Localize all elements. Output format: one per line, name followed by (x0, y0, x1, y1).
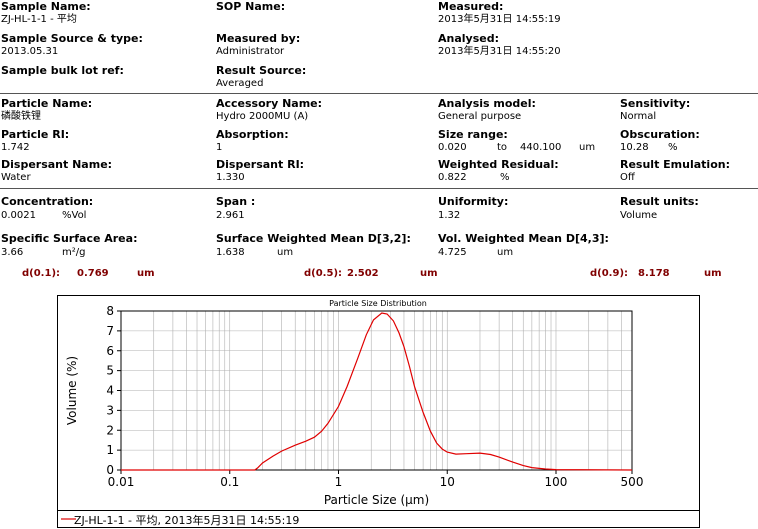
y-axis-title: Volume (%) (65, 356, 79, 425)
x-tick-label: 1 (335, 475, 343, 489)
obscuration-label: Obscuration: (620, 128, 700, 141)
x-tick-label: 0.01 (108, 475, 135, 489)
analysis-model-value: General purpose (438, 111, 522, 122)
result-source-label: Result Source: (216, 64, 307, 77)
absorption-value: 1 (216, 142, 223, 153)
obscuration-value: 10.28 (620, 142, 649, 153)
result-emulation-label: Result Emulation: (620, 158, 730, 171)
d05-label: d(0.5): (304, 268, 343, 279)
size-range-from: 0.020 (438, 142, 467, 153)
result-units-value: Volume (620, 210, 658, 221)
measured-label: Measured: (438, 0, 504, 13)
dispersant-label: Dispersant Name: (1, 158, 113, 171)
y-tick-label: 1 (106, 443, 114, 457)
size-range-to: 440.100 (520, 142, 562, 153)
x-tick-label: 0.1 (220, 475, 239, 489)
concentration-label: Concentration: (1, 195, 94, 208)
d05-value: 2.502 (347, 268, 379, 279)
measured-by-value: Administrator (216, 46, 285, 57)
d01-label: d(0.1): (22, 268, 61, 279)
particle-name-label: Particle Name: (1, 97, 93, 110)
uniformity-value: 1.32 (438, 210, 461, 221)
ssa-label: Specific Surface Area: (1, 232, 138, 245)
result-source-value: Averaged (216, 78, 264, 89)
sample-source-value: 2013.05.31 (1, 46, 59, 57)
weighted-residual-unit: % (500, 172, 510, 183)
d43-unit: um (497, 247, 514, 258)
span-label: Span : (216, 195, 256, 208)
analysed-label: Analysed: (438, 32, 499, 45)
d05-unit: um (420, 268, 438, 279)
chart-legend: ZJ-HL-1-1 - 平均, 2013年5月31日 14:55:19 (57, 510, 700, 528)
d09-unit: um (704, 268, 722, 279)
particle-name-value: 磷酸铁锂 (1, 111, 41, 122)
uniformity-label: Uniformity: (438, 195, 509, 208)
y-tick-label: 3 (106, 403, 114, 417)
sample-name-label: Sample Name: (1, 0, 91, 13)
sensitivity-value: Normal (620, 111, 657, 122)
result-emulation-value: Off (620, 172, 635, 183)
dispersant-ri-label: Dispersant RI: (216, 158, 305, 171)
sop-name-label: SOP Name: (216, 0, 286, 13)
concentration-value: 0.0021 (1, 210, 36, 221)
analysis-model-label: Analysis model: (438, 97, 536, 110)
d32-value: 1.638 (216, 247, 245, 258)
analysed-value: 2013年5月31日 14:55:20 (438, 46, 561, 57)
y-tick-label: 2 (106, 423, 114, 437)
obscuration-unit: % (668, 142, 678, 153)
d09-value: 8.178 (638, 268, 670, 279)
bulk-lot-label: Sample bulk lot ref: (1, 64, 124, 77)
d09-label: d(0.9): (590, 268, 629, 279)
sample-source-label: Sample Source & type: (1, 32, 143, 45)
ssa-value: 3.66 (1, 247, 24, 258)
psd-chart: Particle Size Distribution 0 1 2 3 4 5 6 7 8 0.01… (57, 295, 700, 528)
x-tick-label: 10 (440, 475, 455, 489)
measured-by-label: Measured by: (216, 32, 301, 45)
size-range-unit: um (579, 142, 596, 153)
d32-label: Surface Weighted Mean D[3,2]: (216, 232, 411, 245)
x-tick-label: 100 (545, 475, 568, 489)
y-tick-label: 7 (106, 324, 114, 338)
chart-title: Particle Size Distribution (329, 299, 427, 308)
particle-ri-label: Particle RI: (1, 128, 70, 141)
y-tick-label: 5 (106, 364, 114, 378)
accessory-label: Accessory Name: (216, 97, 323, 110)
y-tick-label: 4 (106, 384, 114, 398)
accessory-value: Hydro 2000MU (A) (216, 111, 309, 122)
d32-unit: um (277, 247, 294, 258)
d01-value: 0.769 (77, 268, 109, 279)
size-range-to-word: to (497, 142, 508, 153)
absorption-label: Absorption: (216, 128, 289, 141)
measured-value: 2013年5月31日 14:55:19 (438, 14, 561, 25)
chart-ticks: 0 1 2 3 4 5 6 7 8 0.01 0.1 1 10 100 500 (106, 304, 643, 489)
weighted-residual-value: 0.822 (438, 172, 467, 183)
psd-chart-svg: Particle Size Distribution 0 1 2 3 4 5 6 7 8 0.01… (65, 299, 643, 507)
d43-label: Vol. Weighted Mean D[4,3]: (438, 232, 609, 245)
section-divider (0, 188, 758, 189)
concentration-unit: %Vol (62, 210, 87, 221)
span-value: 2.961 (216, 210, 245, 221)
result-units-label: Result units: (620, 195, 699, 208)
size-range-label: Size range: (438, 128, 508, 141)
y-tick-label: 6 (106, 344, 114, 358)
legend-label: ZJ-HL-1-1 - 平均, 2013年5月31日 14:55:19 (74, 514, 300, 527)
weighted-residual-label: Weighted Residual: (438, 158, 559, 171)
chart-grid (120, 310, 633, 471)
legend-line-icon (61, 518, 76, 520)
section-divider (0, 93, 758, 94)
x-tick-label: 500 (621, 475, 644, 489)
y-tick-label: 0 (106, 463, 114, 477)
particle-ri-value: 1.742 (1, 142, 30, 153)
d01-unit: um (137, 268, 155, 279)
dispersant-value: Water (1, 172, 31, 183)
dispersant-ri-value: 1.330 (216, 172, 245, 183)
sensitivity-label: Sensitivity: (620, 97, 691, 110)
sample-name-value: ZJ-HL-1-1 - 平均 (1, 14, 77, 25)
d43-value: 4.725 (438, 247, 467, 258)
x-axis-title: Particle Size (μm) (324, 493, 429, 507)
ssa-unit: m²/g (62, 247, 86, 258)
series-line (121, 312, 633, 471)
y-tick-label: 8 (106, 304, 114, 318)
